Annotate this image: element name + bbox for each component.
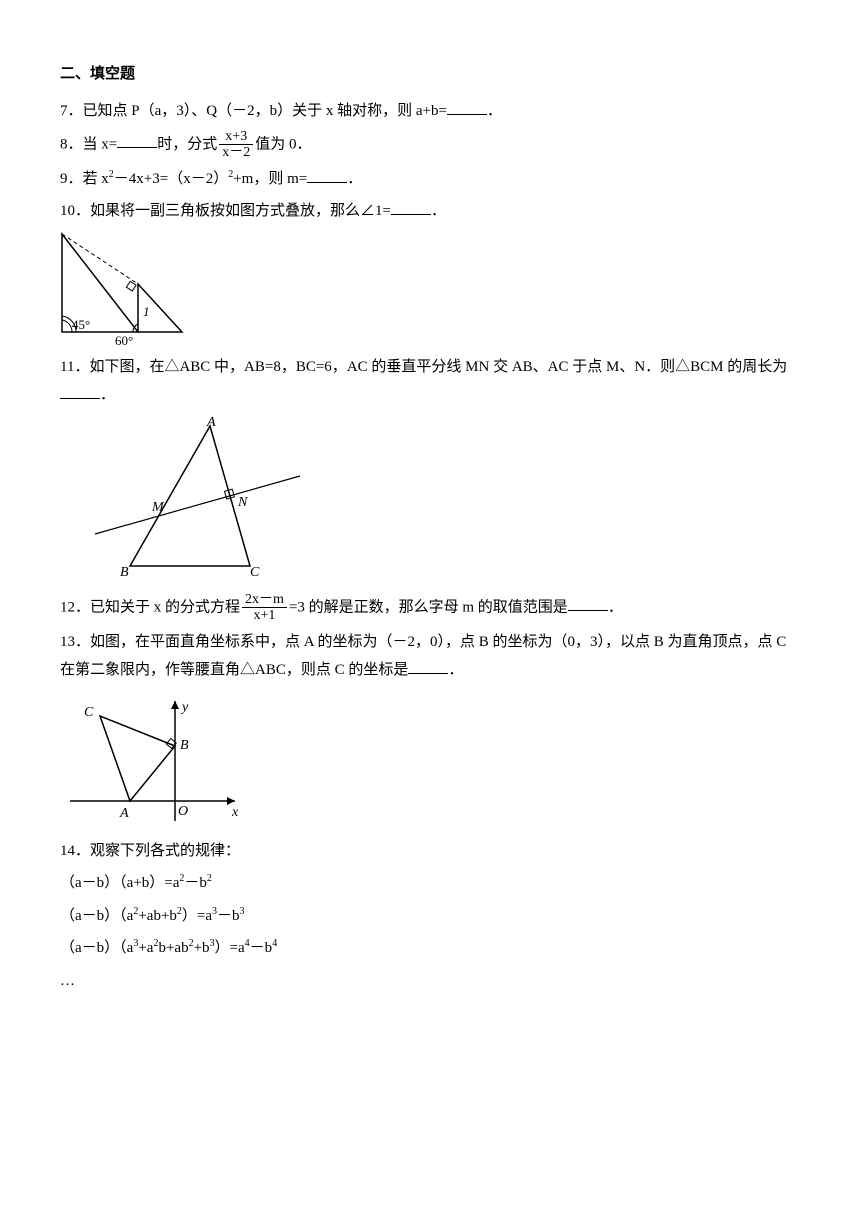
q14-l2c: ）=a (182, 908, 212, 924)
q13-text-b: ． (448, 662, 463, 678)
q14-l2d: －b (217, 908, 240, 924)
blank (391, 199, 431, 215)
label-y: y (180, 700, 189, 715)
fraction-num: 2x－m (242, 592, 287, 608)
triangle-bisector-icon: A B C M N (60, 416, 310, 586)
coordinate-triangle-icon: y x O A B C (60, 691, 250, 831)
q14-l3d: +b (194, 940, 210, 956)
label-B: B (120, 565, 129, 580)
q14-l1a: （a－b）（a+b）=a (60, 875, 179, 891)
q8-text-c: 值为 0． (255, 136, 311, 152)
q12-text-c: ． (608, 599, 623, 615)
q12-text-b: =3 的解是正数，那么字母 m 的取值范围是 (289, 599, 568, 615)
q9-text-a: 若 x (83, 171, 109, 187)
q14-l2a: （a－b）（a (60, 908, 133, 924)
question-11: 11．如下图，在△ABC 中，AB=8，BC=6，AC 的垂直平分线 MN 交 … (60, 353, 800, 410)
q11-text-a: 如下图，在△ABC 中，AB=8，BC=6，AC 的垂直平分线 MN 交 AB、… (89, 359, 787, 375)
figure-q11: A B C M N (60, 416, 800, 586)
label-x: x (231, 805, 239, 820)
label-N: N (237, 495, 248, 510)
q14-l3b: +a (138, 940, 153, 956)
q14-num: 14． (60, 843, 90, 859)
question-14: 14．观察下列各式的规律： (60, 837, 800, 866)
q14-l1b: －b (184, 875, 207, 891)
q8-text-b: 时，分式 (157, 136, 217, 152)
fraction: 2x－mx+1 (242, 592, 287, 624)
q9-text-c: +m，则 m= (233, 171, 307, 187)
angle-45-label: 45° (72, 317, 90, 332)
q10-text-b: ． (431, 203, 446, 219)
q9-text-b: －4x+3=（x－2） (114, 171, 228, 187)
label-B: B (180, 738, 189, 753)
q14-text-a: 观察下列各式的规律： (90, 843, 240, 859)
fraction-den: x+1 (242, 608, 287, 623)
figure-q13: y x O A B C (60, 691, 800, 831)
sup: 3 (240, 906, 245, 917)
question-9: 9．若 x2－4x+3=（x－2）2+m，则 m=． (60, 165, 800, 194)
q10-num: 10． (60, 203, 90, 219)
angle-1-label: 1 (143, 304, 150, 319)
q8-text-a: 当 x= (83, 136, 118, 152)
blank (447, 99, 487, 115)
q14-l3a: （a－b）（a (60, 940, 133, 956)
q10-text-a: 如果将一副三角板按如图方式叠放，那么∠1= (90, 203, 391, 219)
q14-line3: （a－b）（a3+a2b+ab2+b3）=a4－b4 (60, 934, 800, 963)
q12-text-a: 已知关于 x 的分式方程 (90, 599, 240, 615)
q14-line1: （a－b）（a+b）=a2－b2 (60, 869, 800, 898)
blank (568, 595, 608, 611)
q7-text-a: 已知点 P（a，3）、Q（－2，b）关于 x 轴对称，则 a+b= (83, 103, 447, 119)
label-A: A (119, 806, 129, 821)
q8-num: 8． (60, 136, 83, 152)
label-C: C (250, 565, 260, 580)
section-title: 二、填空题 (60, 60, 800, 89)
figure-q10: 1 45° 60° (60, 232, 800, 347)
question-10: 10．如果将一副三角板按如图方式叠放，那么∠1= ． (60, 197, 800, 226)
label-O: O (178, 804, 188, 819)
label-C: C (84, 705, 94, 720)
blank (307, 167, 347, 183)
q14-l3c: b+ab (158, 940, 188, 956)
q7-text-b: ． (487, 103, 502, 119)
q7-num: 7． (60, 103, 83, 119)
q11-num: 11． (60, 359, 89, 375)
blank (60, 383, 100, 399)
q14-l3e: ）=a (215, 940, 245, 956)
sup: 4 (272, 938, 277, 949)
q12-num: 12． (60, 599, 90, 615)
q9-num: 9． (60, 171, 83, 187)
q14-l3f: －b (250, 940, 273, 956)
q14-line2: （a－b）（a2+ab+b2）=a3－b3 (60, 902, 800, 931)
question-12: 12．已知关于 x 的分式方程2x－mx+1=3 的解是正数，那么字母 m 的取… (60, 592, 800, 624)
label-A: A (206, 416, 216, 430)
q14-dots: … (60, 967, 800, 996)
sup: 2 (207, 873, 212, 884)
question-7: 7．已知点 P（a，3）、Q（－2，b）关于 x 轴对称，则 a+b= ． (60, 97, 800, 126)
angle-60-label: 60° (115, 333, 133, 347)
blank (408, 658, 448, 674)
fraction-den: x－2 (219, 145, 253, 160)
question-13: 13．如图，在平面直角坐标系中，点 A 的坐标为（－2，0），点 B 的坐标为（… (60, 628, 800, 685)
fraction-num: x+3 (219, 129, 253, 145)
q13-num: 13． (60, 634, 90, 650)
q9-text-d: ． (347, 171, 362, 187)
q11-text-b: ． (100, 387, 115, 403)
question-8: 8．当 x= 时，分式x+3x－2值为 0． (60, 129, 800, 161)
label-M: M (151, 500, 165, 515)
fraction: x+3x－2 (219, 129, 253, 161)
triangle-overlay-icon: 1 45° 60° (60, 232, 190, 347)
blank (117, 132, 157, 148)
q14-l2b: +ab+b (138, 908, 177, 924)
